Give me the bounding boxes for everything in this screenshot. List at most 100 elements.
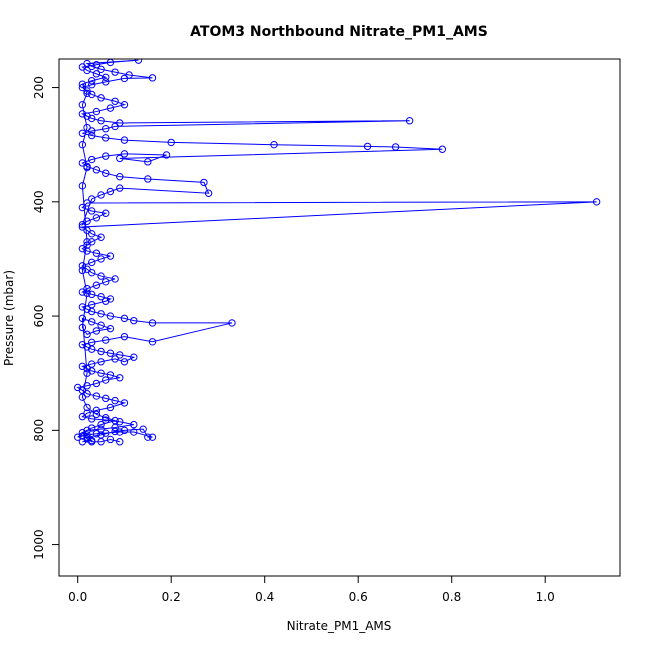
data-point	[130, 428, 138, 436]
data-point	[88, 195, 96, 203]
data-point	[167, 138, 175, 147]
data-point	[102, 297, 110, 305]
data-point	[111, 122, 119, 131]
data-point	[78, 101, 87, 109]
data-point	[120, 314, 129, 323]
data-point	[97, 255, 105, 263]
data-point	[102, 278, 110, 286]
data-point	[83, 238, 91, 246]
data-point	[78, 129, 87, 137]
data-point	[116, 418, 124, 426]
data-point	[270, 140, 278, 149]
data-point	[106, 435, 115, 444]
y-tick-label: 600	[32, 305, 46, 328]
data-point	[116, 438, 124, 446]
data-point	[97, 310, 105, 318]
data-point	[139, 425, 147, 433]
data-point	[148, 433, 157, 441]
data-point	[204, 189, 213, 197]
data-point	[97, 358, 105, 366]
data-point	[83, 284, 91, 293]
data-point	[78, 393, 87, 401]
data-point	[78, 412, 87, 421]
data-point	[88, 338, 96, 347]
data-point	[92, 410, 101, 419]
data-point	[130, 316, 138, 325]
data-point	[83, 426, 91, 435]
data-point	[83, 87, 91, 95]
data-point	[83, 66, 91, 75]
data-point	[88, 318, 96, 326]
data-point	[97, 65, 105, 73]
data-point	[102, 169, 110, 177]
data-point	[78, 110, 87, 118]
data-point	[438, 145, 447, 153]
data-point	[106, 104, 115, 112]
data-point	[83, 89, 91, 97]
data-point	[83, 305, 91, 313]
data-point	[83, 382, 91, 390]
data-point	[120, 74, 129, 83]
data-point	[88, 415, 96, 423]
data-point	[78, 428, 87, 437]
data-point	[102, 73, 110, 81]
data-point	[106, 312, 115, 320]
data-point	[97, 233, 105, 241]
data-point	[148, 338, 157, 346]
data-point	[88, 114, 96, 123]
data-point	[83, 199, 91, 207]
data-point	[92, 281, 101, 289]
data-point	[92, 379, 101, 388]
data-point	[78, 303, 87, 311]
data-point	[228, 319, 236, 327]
data-point	[88, 300, 96, 309]
data-point	[116, 154, 124, 163]
data-point	[88, 131, 96, 140]
x-tick-label: 1.0	[536, 590, 555, 604]
data-point	[97, 117, 105, 125]
data-point	[88, 438, 96, 446]
data-point	[83, 123, 91, 132]
data-point	[144, 158, 152, 166]
data-point	[125, 71, 133, 79]
data-point	[102, 336, 110, 344]
data-point	[74, 383, 82, 392]
data-point	[111, 68, 119, 76]
data-point	[78, 266, 87, 275]
data-point	[106, 349, 115, 357]
data-point	[78, 362, 87, 371]
data-point	[134, 59, 143, 64]
data-point	[120, 136, 129, 144]
series-layer	[74, 59, 601, 446]
data-point	[106, 324, 115, 333]
data-point	[88, 77, 96, 85]
data-point	[83, 403, 91, 412]
data-point	[83, 330, 91, 339]
data-point	[405, 117, 414, 125]
data-point	[88, 238, 96, 246]
data-point	[592, 198, 601, 206]
y-tick-label: 1000	[32, 529, 46, 560]
data-point	[97, 321, 105, 329]
data-point	[92, 392, 101, 400]
data-point	[120, 399, 129, 407]
data-point	[83, 241, 91, 249]
data-point	[78, 340, 87, 349]
data-point	[102, 78, 110, 86]
data-point	[83, 343, 91, 351]
data-point	[88, 290, 96, 299]
data-point	[111, 396, 119, 405]
data-point	[92, 327, 101, 335]
data-point	[144, 433, 152, 441]
data-point	[88, 90, 96, 99]
data-point	[83, 112, 91, 120]
data-point	[102, 125, 110, 133]
data-point	[102, 429, 110, 437]
chart-title: ATOM3 Northbound Nitrate_PM1_AMS	[190, 24, 488, 40]
data-point	[120, 426, 129, 435]
data-point	[106, 403, 115, 412]
data-point	[116, 119, 124, 127]
data-point	[111, 416, 119, 425]
data-point	[97, 292, 105, 301]
data-point	[106, 187, 115, 196]
